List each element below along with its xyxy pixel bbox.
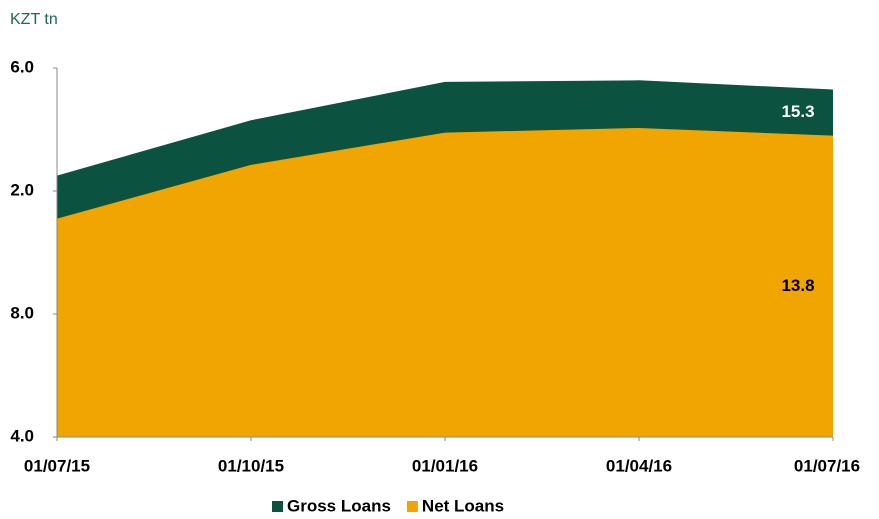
legend-label: Net Loans <box>422 496 504 515</box>
y-tick-label: 8.0 <box>10 303 34 322</box>
legend-swatch <box>406 501 418 512</box>
x-tick-label: 01/07/16 <box>794 456 860 475</box>
y-tick-label: 2.0 <box>10 180 34 199</box>
y-axis-unit: KZT tn <box>10 11 58 28</box>
x-tick-label: 01/10/15 <box>218 456 284 475</box>
x-tick-label: 01/07/15 <box>24 456 90 475</box>
data-label: 13.8 <box>781 276 814 295</box>
y-tick-label: 6.0 <box>10 57 34 76</box>
y-tick-label: 4.0 <box>10 426 34 445</box>
legend-swatch <box>272 501 283 512</box>
area <box>57 127 833 438</box>
legend-label: Gross Loans <box>287 496 391 515</box>
x-tick-label: 01/01/16 <box>412 456 478 475</box>
data-label: 15.3 <box>781 102 814 121</box>
x-tick-label: 01/04/16 <box>606 456 672 475</box>
